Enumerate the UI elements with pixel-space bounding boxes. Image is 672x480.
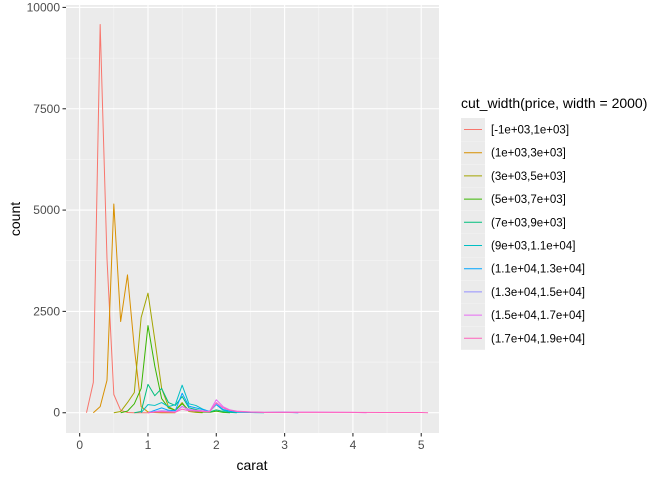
x-tick-label: 5: [418, 438, 425, 452]
legend-label: (7e+03,9e+03]: [491, 217, 566, 229]
axis-ticks: [62, 6, 422, 437]
series-line-2: [92, 203, 176, 414]
series-line-5: [134, 383, 237, 414]
legend-label: (5e+03,7e+03]: [491, 194, 566, 206]
major-grid: [66, 5, 439, 433]
legend-label: [-1e+03,1e+03]: [491, 125, 569, 137]
y-tick-label: 10000: [27, 0, 61, 14]
minor-grid: [66, 5, 439, 433]
legend-label: (3e+03,5e+03]: [491, 171, 566, 183]
y-tick-label: 0: [53, 406, 60, 420]
legend-items: [-1e+03,1e+03] (1e+03,3e+03] (3e+03,5e+03]…: [461, 118, 585, 350]
series-layer: [86, 23, 429, 414]
y-tick-label: 2500: [33, 304, 60, 318]
legend-label: (1.3e+04,1.5e+04]: [491, 287, 585, 299]
y-tick-label: 7500: [33, 102, 60, 116]
y-tick-label: 5000: [33, 203, 60, 217]
plot-panel: [66, 5, 439, 433]
x-tick-label: 0: [76, 438, 83, 452]
legend-label: (1.7e+04,1.9e+04]: [491, 333, 585, 345]
x-tick-label: 3: [281, 438, 288, 452]
x-tick-labels: 0 1 2 3 4 5: [76, 438, 425, 452]
legend-label: (1.5e+04,1.7e+04]: [491, 310, 585, 322]
legend-label: (1e+03,3e+03]: [491, 148, 566, 160]
x-tick-label: 2: [213, 438, 220, 452]
y-tick-labels: 0 2500 5000 7500 10000: [27, 0, 61, 419]
legend-label: (1.1e+04,1.3e+04]: [491, 264, 585, 276]
legend-title: cut_width(price, width = 2000): [461, 95, 647, 111]
legend: cut_width(price, width = 2000) [-1e+03,1…: [461, 95, 647, 350]
x-tick-label: 1: [145, 438, 152, 452]
x-tick-label: 4: [350, 438, 357, 452]
x-axis-title: carat: [236, 457, 267, 473]
y-axis-title: count: [7, 202, 23, 236]
series-line-10: [147, 402, 429, 414]
series-line-1: [86, 23, 148, 414]
legend-label: (9e+03,1.1e+04]: [491, 241, 575, 253]
